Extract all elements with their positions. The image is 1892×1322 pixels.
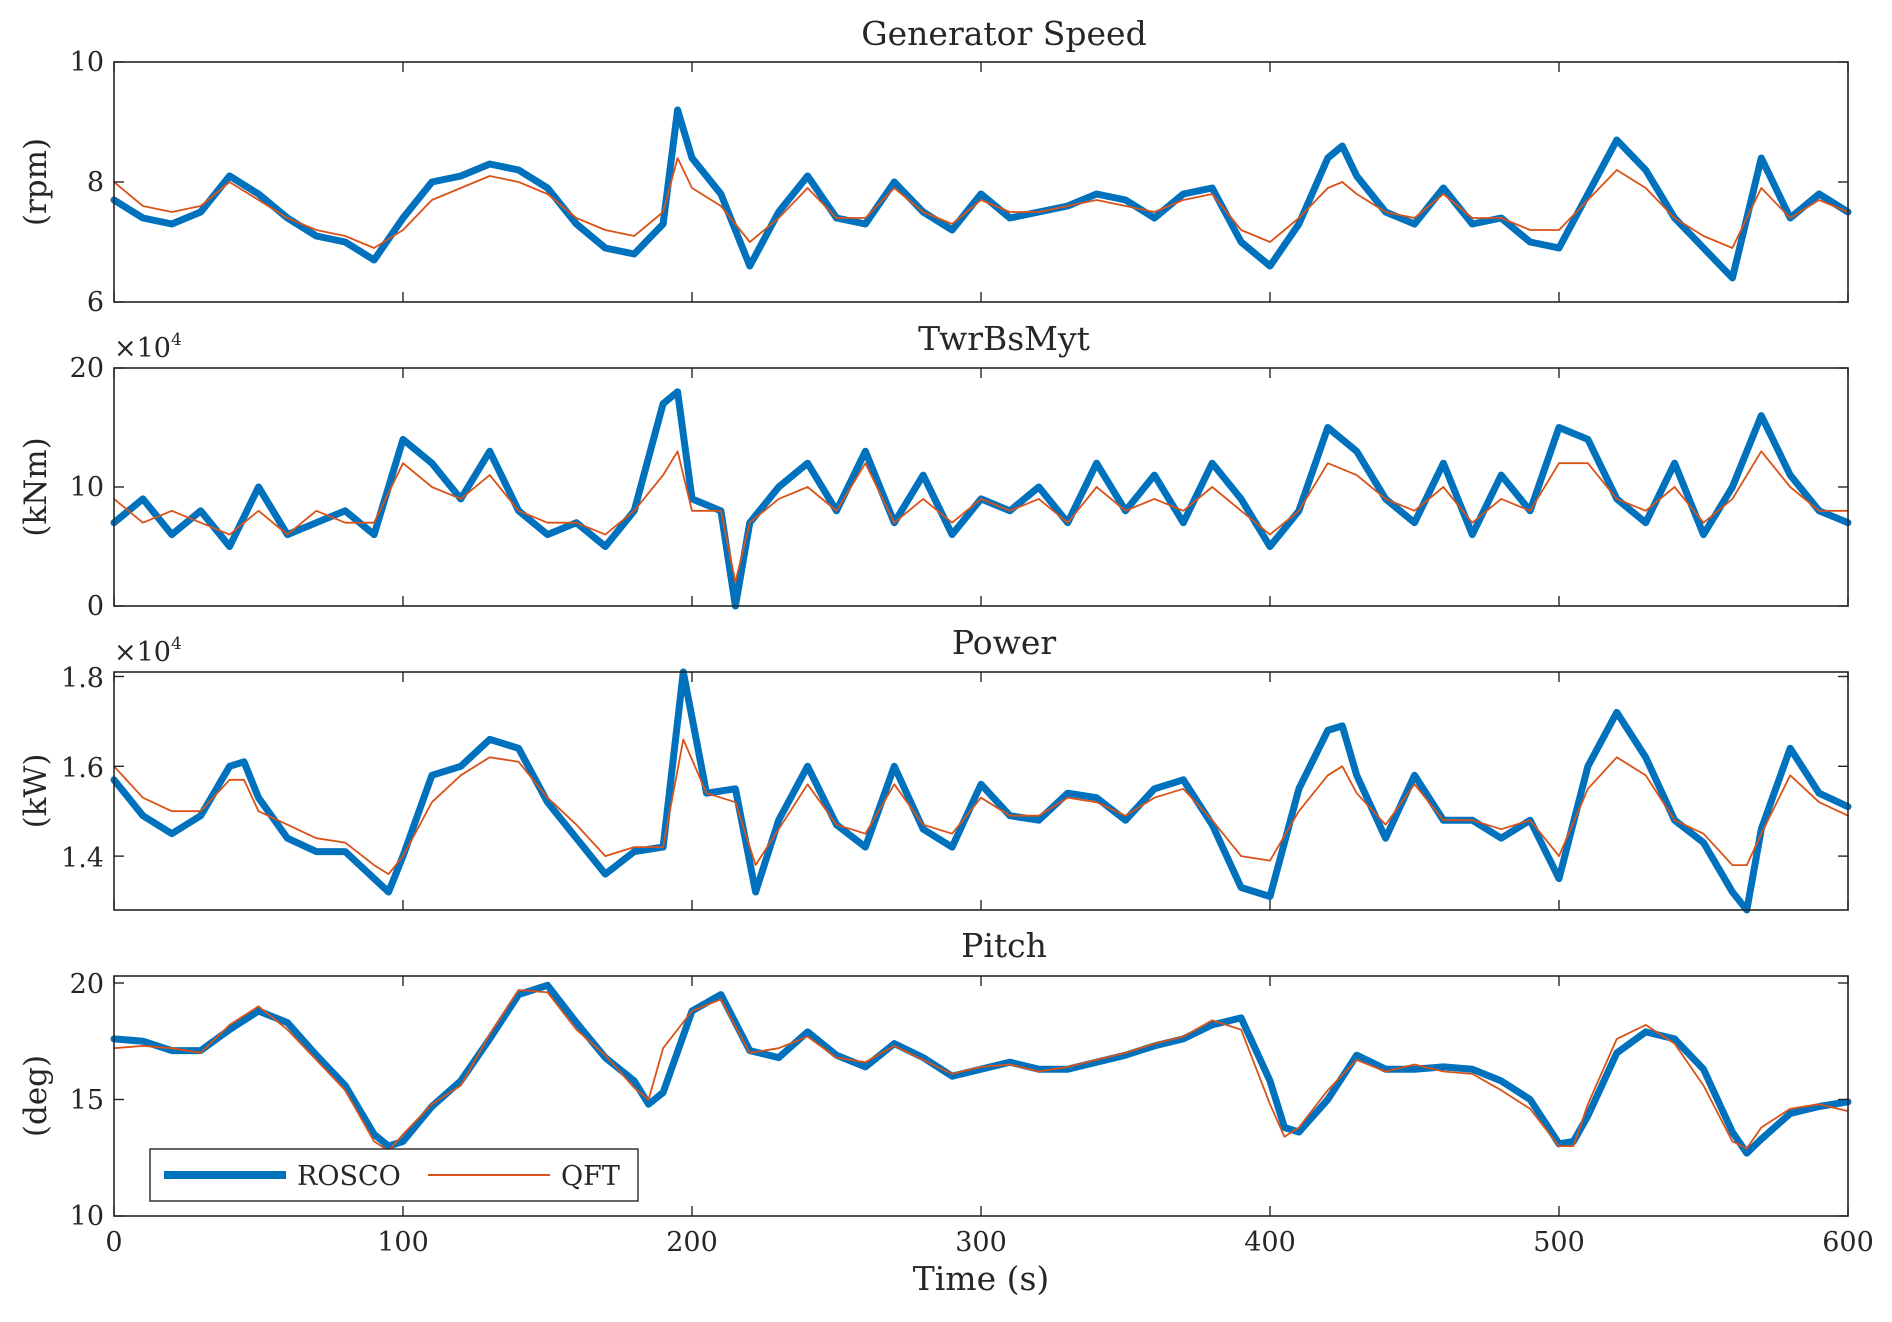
x-tick-label: 600 [1822, 1227, 1874, 1258]
y-tick-label: 6 [87, 287, 104, 318]
y-tick-label: 20 [70, 353, 104, 384]
chart-title: Generator Speed [861, 14, 1146, 53]
y-tick-label: 1.6 [61, 753, 104, 784]
y-exponent-power: 4 [171, 634, 182, 654]
y-axis-label: (rpm) [18, 138, 54, 226]
y-exponent-base: ×10 [114, 637, 171, 668]
x-axis: 0 100 200 300 400 500 600 Time (s) [105, 1227, 1873, 1298]
legend-label-rosco: ROSCO [297, 1161, 401, 1192]
y-exponent-label: ×104 [114, 330, 182, 364]
tick-marks [113, 61, 1849, 303]
y-tick-label: 20 [70, 969, 104, 1000]
chart-title: Pitch [961, 926, 1047, 965]
x-tick-label: 400 [1244, 1227, 1296, 1258]
series-line-qft [113, 157, 1849, 249]
x-tick-label: 500 [1533, 1227, 1585, 1258]
panel-power: Power 1.4 1.6 1.8 ×104 (kW) [18, 623, 1852, 914]
series-line-qft [113, 989, 1849, 1152]
tick-marks [113, 672, 1849, 910]
tick-marks [113, 976, 1849, 1217]
x-tick-label: 0 [105, 1227, 122, 1258]
y-axis-label: (kNm) [18, 437, 54, 537]
y-tick-label: 10 [70, 1201, 104, 1232]
y-exponent-base: ×10 [114, 333, 171, 364]
panel-twrbsmyt: TwrBsMyt 0 10 20 ×104 (kNm) [18, 319, 1852, 622]
plot-area [110, 388, 1852, 610]
legend: ROSCO QFT [149, 1148, 639, 1202]
y-exponent-label: ×104 [114, 634, 182, 668]
plot-area [110, 106, 1852, 282]
x-tick-label: 200 [666, 1227, 718, 1258]
chart-title: TwrBsMyt [918, 319, 1090, 358]
y-tick-label: 10 [70, 472, 104, 503]
y-tick-label: 10 [70, 47, 104, 78]
plot-area [110, 981, 1852, 1157]
series-line-rosco [110, 106, 1852, 282]
y-axis-label: (deg) [18, 1055, 54, 1137]
x-tick-label: 100 [377, 1227, 429, 1258]
y-exponent-power: 4 [171, 330, 182, 350]
legend-label-qft: QFT [561, 1161, 620, 1192]
plot-area [110, 668, 1852, 914]
panel-pitch: Pitch 10 15 20 (deg) ROSCO QFT [18, 926, 1852, 1232]
panel-generator-speed: Generator Speed 6 8 10 (rpm) [18, 14, 1852, 318]
y-tick-label: 0 [87, 591, 104, 622]
series-line-qft [113, 450, 1849, 584]
y-tick-label: 1.4 [61, 843, 104, 874]
y-axis-label: (kW) [18, 754, 54, 829]
y-tick-label: 15 [70, 1085, 104, 1116]
y-tick-label: 1.8 [61, 663, 104, 694]
y-tick-label: 8 [87, 167, 104, 198]
series-line-qft [113, 738, 1849, 875]
tick-marks [113, 367, 1849, 607]
chart-title: Power [952, 623, 1057, 662]
series-line-rosco [110, 388, 1852, 610]
x-tick-label: 300 [955, 1227, 1007, 1258]
x-axis-label: Time (s) [913, 1259, 1050, 1298]
